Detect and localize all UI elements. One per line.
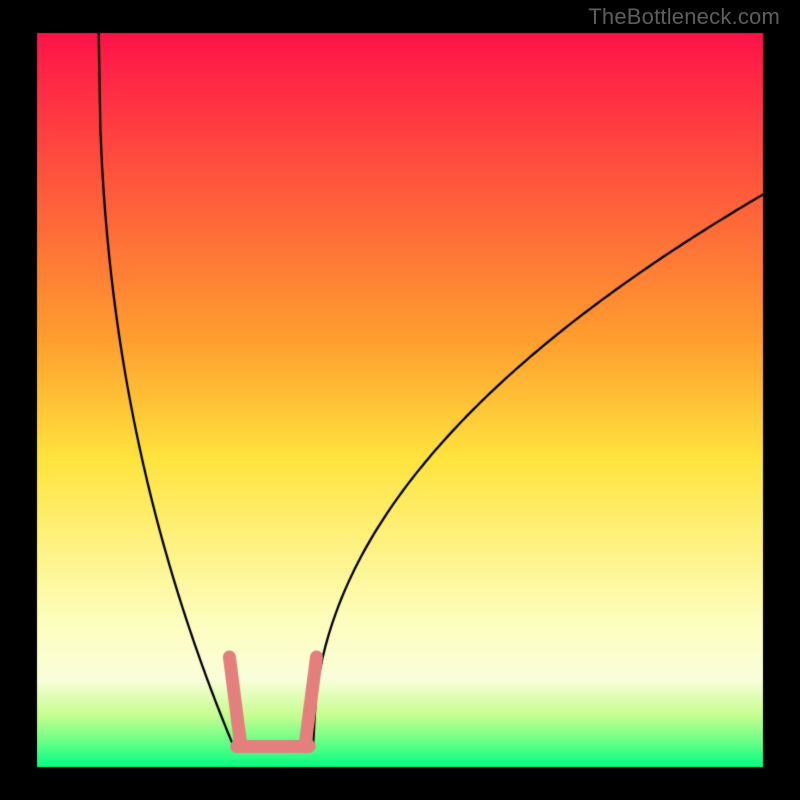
bottleneck-curve-chart <box>0 0 800 800</box>
chart-stage: TheBottleneck.com <box>0 0 800 800</box>
watermark-label: TheBottleneck.com <box>588 4 780 30</box>
